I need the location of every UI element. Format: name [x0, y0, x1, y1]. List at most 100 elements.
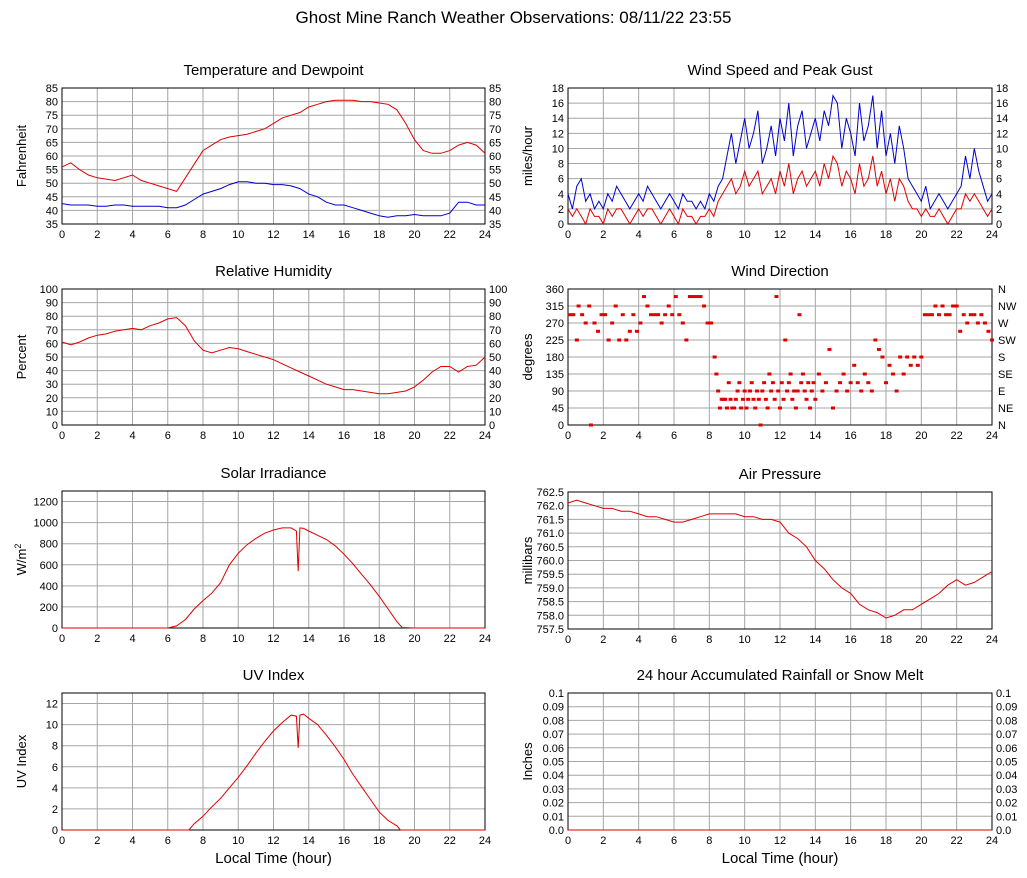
y-tick-label-right: 80	[489, 311, 501, 323]
data-point	[709, 321, 714, 325]
data-point	[783, 338, 788, 342]
y-tick-label: 45	[552, 403, 564, 415]
data-point	[606, 338, 611, 342]
chart-title: Wind Speed and Peak Gust	[687, 62, 873, 79]
data-point	[756, 397, 761, 401]
data-point	[705, 321, 710, 325]
y-tick-label: 0	[52, 623, 58, 635]
y-tick-label-right: 0.08	[996, 715, 1017, 727]
y-tick-label-right: 12	[996, 128, 1008, 140]
y-tick-label: 1200	[34, 497, 58, 509]
data-point	[770, 381, 775, 385]
x-tick-label: 18	[880, 835, 892, 847]
series-line-0	[62, 527, 485, 629]
x-tick-label: 14	[303, 430, 315, 442]
y-tick-label: 50	[46, 178, 58, 190]
data-point	[698, 295, 703, 299]
y-tick-label: 85	[46, 83, 58, 95]
x-tick-label: 4	[636, 430, 642, 442]
data-point	[790, 397, 795, 401]
x-tick-label: 12	[774, 430, 786, 442]
x-tick-label: 2	[94, 633, 100, 645]
y-tick-label: 760.5	[536, 542, 564, 554]
plot-frame	[61, 87, 486, 225]
y-tick-label: 0.07	[543, 729, 564, 741]
y-tick-label: 14	[552, 113, 564, 125]
plot-frame	[567, 87, 993, 225]
x-tick-label: 0	[565, 229, 571, 241]
data-point	[774, 295, 779, 299]
y-tick-label: 12	[46, 699, 58, 711]
data-point	[880, 355, 885, 359]
chart-title: Solar Irradiance	[221, 465, 327, 482]
x-tick-label: 12	[774, 229, 786, 241]
data-point	[951, 304, 956, 308]
x-tick-label: 6	[165, 633, 171, 645]
x-tick-label: 10	[739, 229, 751, 241]
data-point	[845, 389, 850, 393]
data-point	[940, 304, 945, 308]
data-point	[965, 321, 970, 325]
data-point	[884, 381, 888, 385]
data-point	[804, 397, 809, 401]
data-point	[567, 313, 572, 317]
y-tick-label: 135	[546, 369, 564, 381]
y-tick-label-right: 8	[996, 159, 1002, 171]
data-point	[760, 389, 765, 393]
x-tick-label: 14	[809, 634, 821, 646]
data-point	[769, 389, 774, 393]
data-point	[816, 372, 821, 376]
y-tick-label: 0.08	[543, 715, 564, 727]
y-tick-label: 55	[46, 165, 58, 177]
x-tick-label: 24	[479, 633, 491, 645]
data-point	[800, 372, 805, 376]
data-point	[592, 321, 597, 325]
data-point	[663, 313, 668, 317]
x-tick-label: 16	[845, 430, 857, 442]
plot-frame	[567, 491, 993, 630]
x-tick-label: 20	[408, 430, 420, 442]
y-tick-label: 2	[558, 204, 564, 216]
y-tick-label: 0.04	[543, 770, 564, 782]
x-tick-label: 16	[845, 634, 857, 646]
y-tick-label: 45	[46, 192, 58, 204]
y-tick-label-right: 40	[489, 205, 501, 217]
data-point	[811, 381, 816, 385]
y-tick-label: 758.0	[536, 610, 564, 622]
y-tick-label: 8	[558, 159, 564, 171]
x-tick-label: 6	[165, 229, 171, 241]
x-tick-label: 0	[565, 634, 571, 646]
chart-title: Air Pressure	[739, 466, 822, 483]
y-tick-label-right: 60	[489, 151, 501, 163]
y-tick-label-right: 0.07	[996, 729, 1017, 741]
data-point	[859, 389, 864, 393]
data-point	[958, 329, 963, 333]
x-tick-label: 16	[845, 835, 857, 847]
y-tick-label: 4	[558, 189, 564, 201]
y-axis-label: millibars	[520, 536, 535, 584]
y-tick-label: 6	[52, 762, 58, 774]
y-tick-label: 16	[552, 98, 564, 110]
y-tick-label: 0	[558, 219, 564, 231]
x-tick-label: 18	[373, 430, 385, 442]
data-point	[725, 406, 729, 410]
y-tick-label: 10	[46, 406, 58, 418]
data-point	[687, 295, 692, 299]
x-tick-label: 0	[59, 633, 65, 645]
y-tick-label: 90	[46, 298, 58, 310]
series-line-0	[567, 499, 993, 619]
y-tick-label: 65	[46, 137, 58, 149]
data-point	[961, 313, 966, 317]
y-tick-label-right: 80	[489, 97, 501, 109]
x-tick-label: 4	[129, 229, 135, 241]
y-tick-label: 10	[46, 720, 58, 732]
x-tick-label: 4	[636, 634, 642, 646]
x-tick-label: 12	[774, 634, 786, 646]
data-point	[975, 321, 980, 325]
y-tick-label-right: 0.04	[996, 770, 1017, 782]
y-tick-label: 0.06	[543, 743, 564, 755]
x-tick-label: 12	[267, 229, 279, 241]
data-point	[982, 321, 987, 325]
compass-label: NW	[998, 301, 1017, 313]
x-tick-label: 8	[706, 634, 712, 646]
